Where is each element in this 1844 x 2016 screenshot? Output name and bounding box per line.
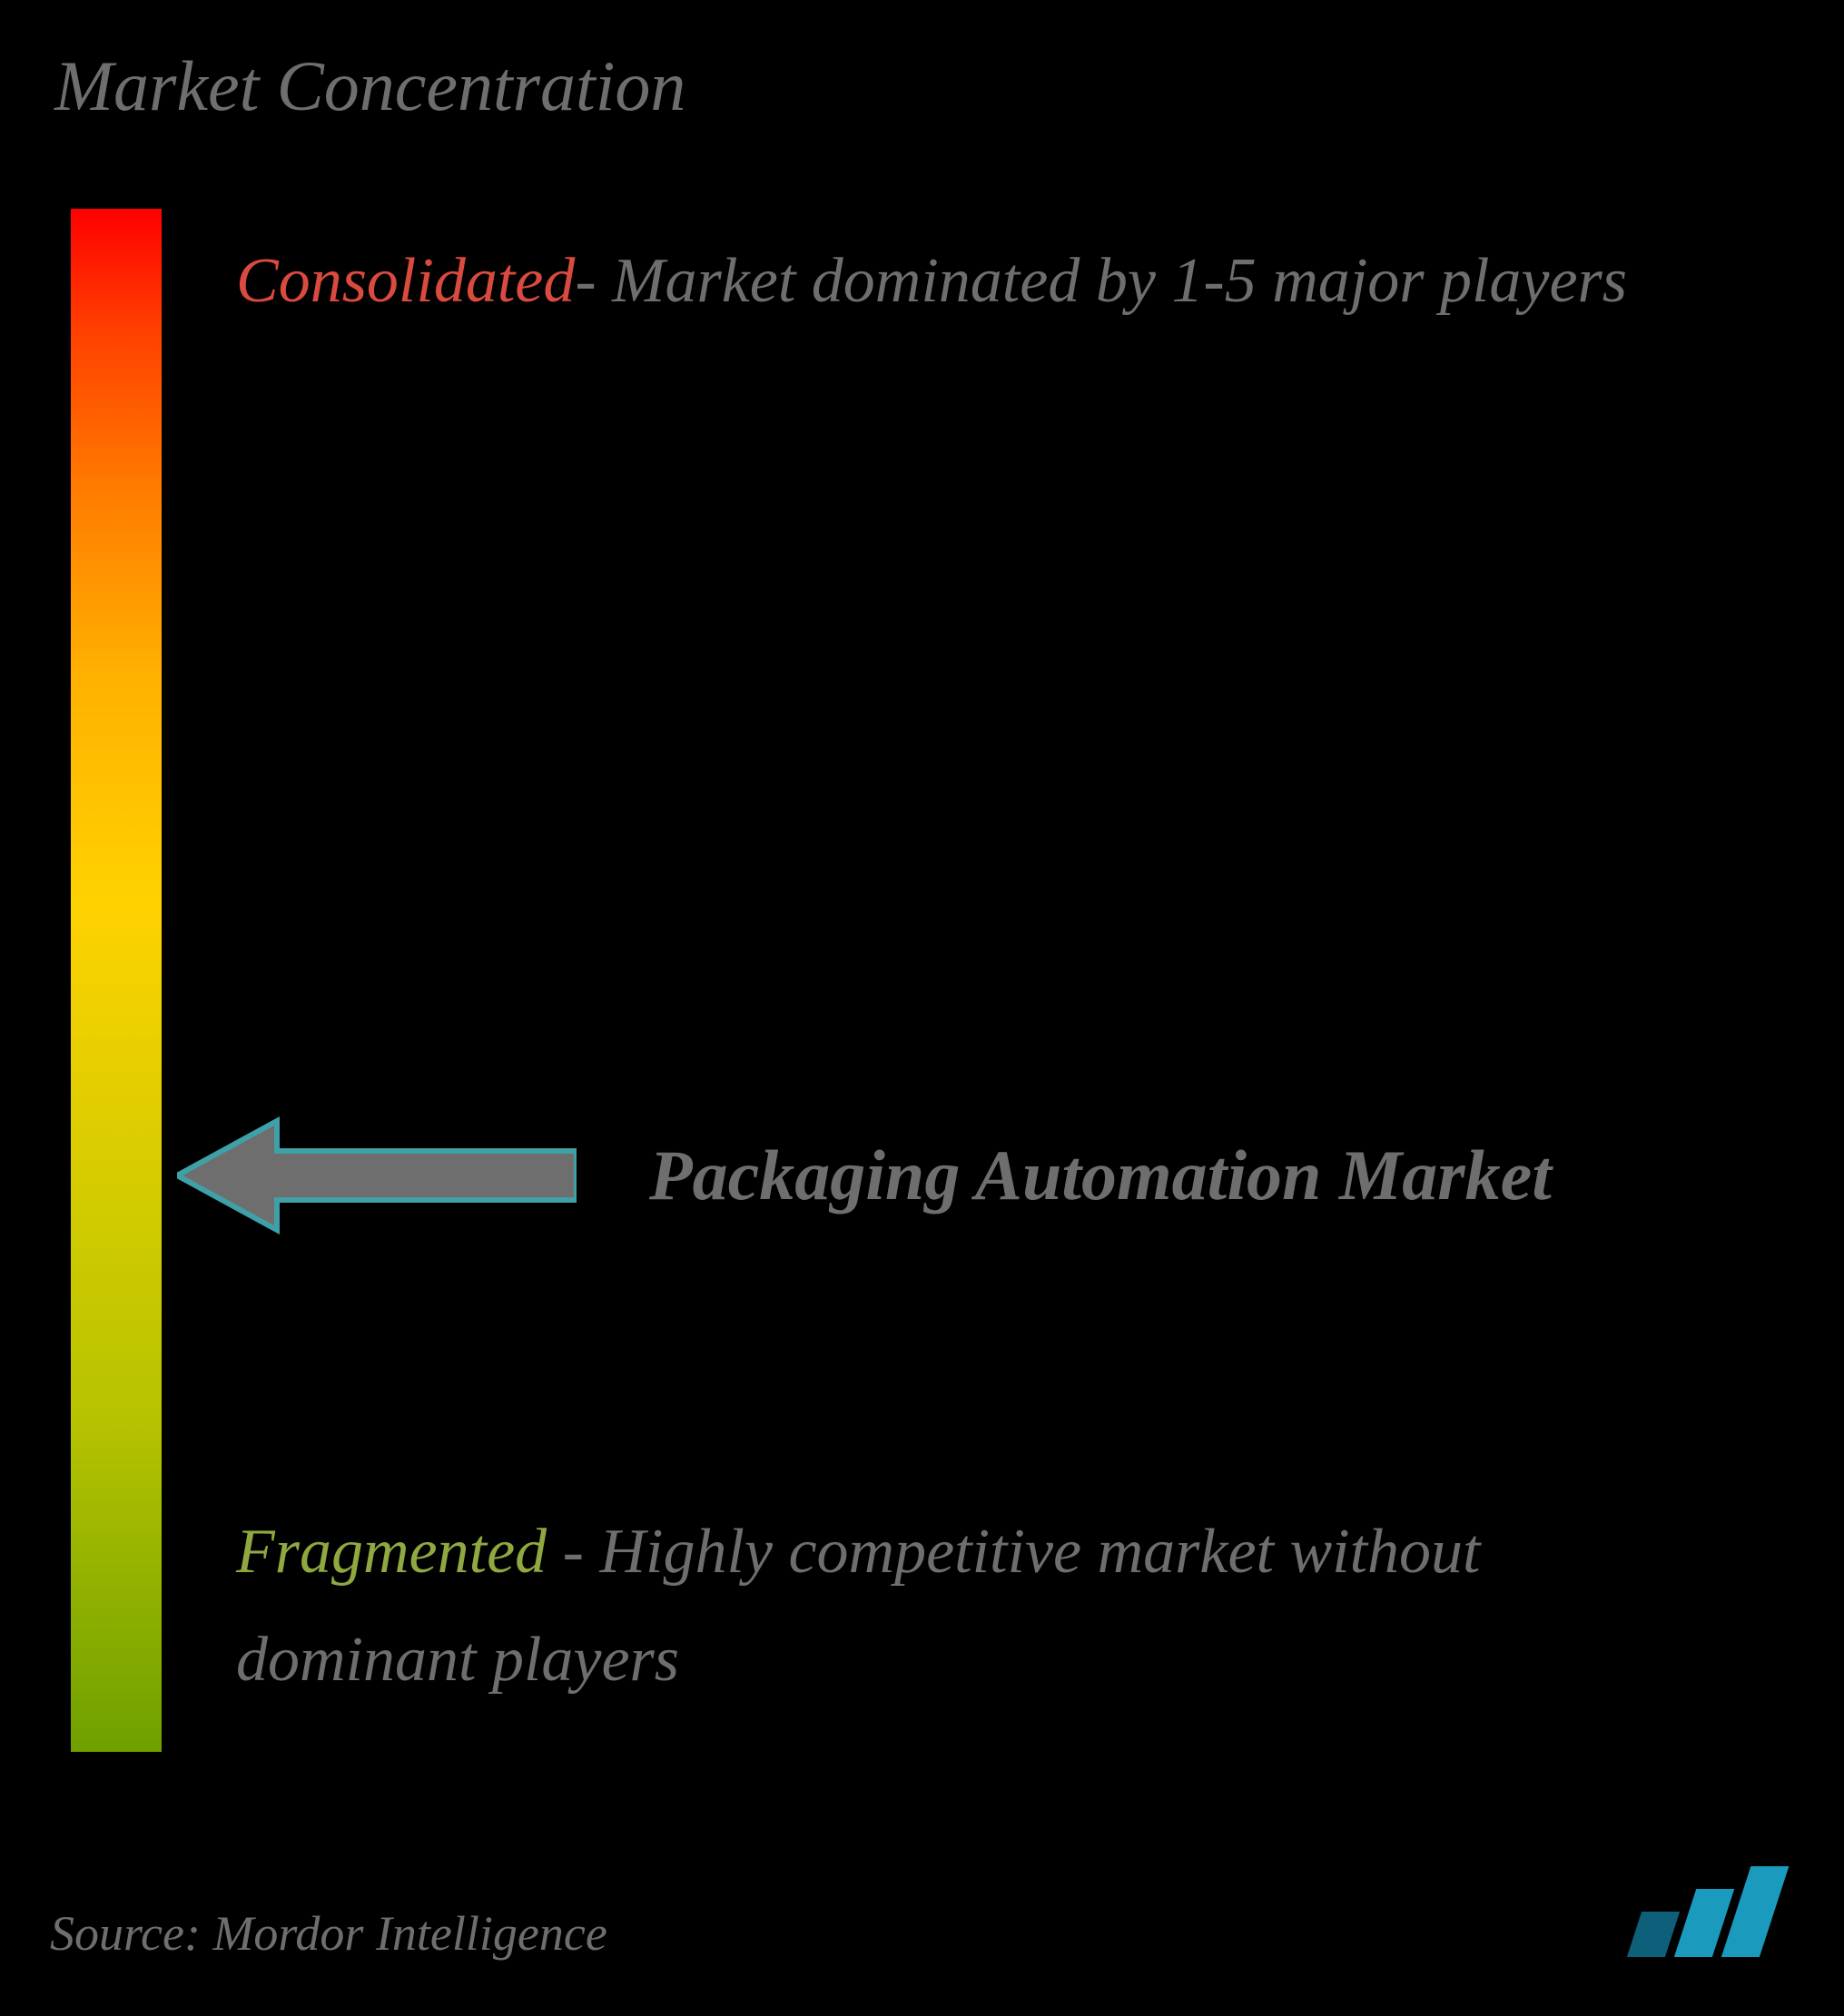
source-attribution: Source: Mordor Intelligence bbox=[50, 1905, 607, 1962]
concentration-gradient-scale bbox=[71, 209, 162, 1752]
source-name: Mordor Intelligence bbox=[212, 1906, 606, 1961]
market-name-label: Packaging Automation Market bbox=[649, 1135, 1552, 1216]
source-prefix: Source: bbox=[50, 1906, 212, 1961]
mordor-logo-icon bbox=[1622, 1862, 1794, 1966]
fragmented-description: Fragmented - Highly competitive market w… bbox=[236, 1498, 1734, 1714]
fragmented-label: Fragmented bbox=[236, 1517, 547, 1587]
consolidated-text: - Market dominated by 1-5 major players bbox=[575, 246, 1627, 316]
page-title: Market Concentration bbox=[54, 45, 685, 127]
consolidated-description: Consolidated- Market dominated by 1-5 ma… bbox=[236, 227, 1734, 335]
market-position-pointer: Packaging Automation Market bbox=[177, 1116, 1552, 1234]
consolidated-label: Consolidated bbox=[236, 246, 575, 316]
arrow-left-icon bbox=[177, 1116, 577, 1234]
